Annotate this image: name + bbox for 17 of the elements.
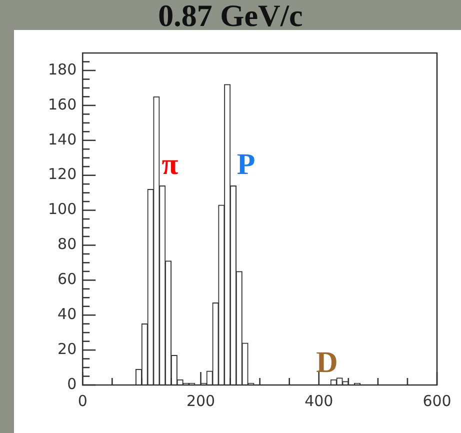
x-tick-label: 400 [304, 392, 334, 410]
annotation: D [316, 346, 338, 379]
y-tick-label: 160 [48, 95, 77, 114]
y-tick-label: 120 [48, 165, 77, 184]
chart-title: 0.87 GeV/c [157, 0, 304, 34]
y-tick-label: 0 [67, 374, 77, 393]
y-tick-label: 140 [48, 130, 77, 148]
y-tick-label: 60 [58, 270, 77, 288]
y-tick-label: 100 [48, 200, 77, 218]
annotation: π [162, 148, 179, 181]
y-tick-label: 80 [58, 235, 77, 254]
x-tick-label: 600 [422, 392, 452, 410]
x-tick-label: 200 [186, 392, 216, 410]
y-tick-label: 20 [58, 340, 77, 358]
annotation: P [236, 148, 256, 181]
y-tick-label: 180 [48, 60, 77, 78]
y-tick-label: 40 [58, 304, 77, 323]
